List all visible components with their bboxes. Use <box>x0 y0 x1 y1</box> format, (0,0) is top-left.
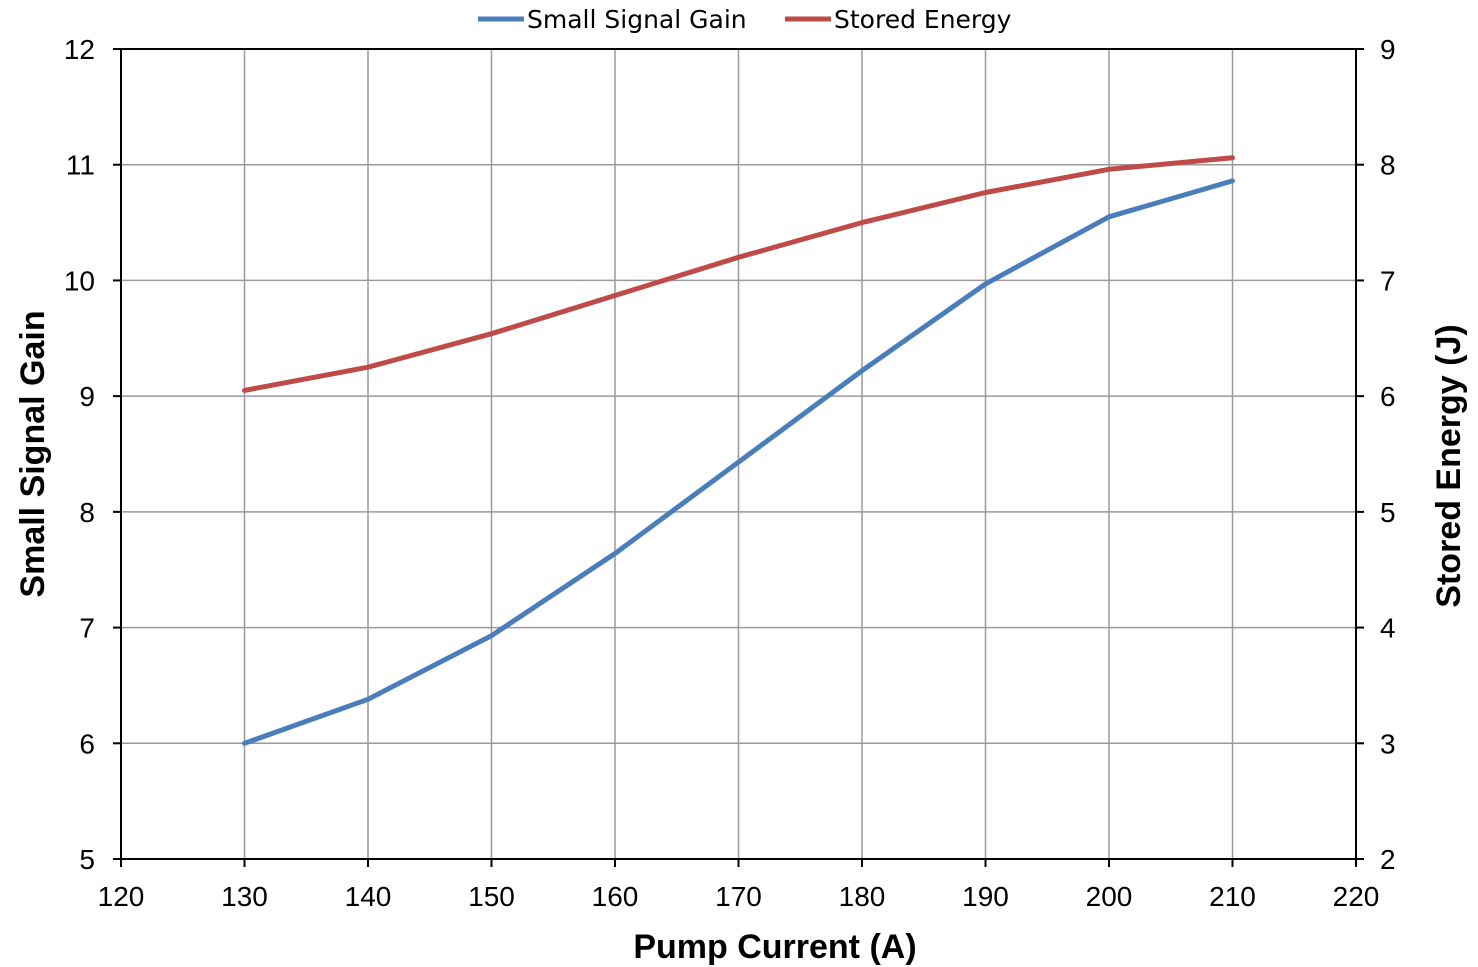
x-tick-label: 200 <box>1086 881 1133 912</box>
y2-tick-label: 2 <box>1380 844 1396 875</box>
x-tick-label: 210 <box>1209 881 1256 912</box>
y-tick-label: 6 <box>79 728 95 759</box>
series-line-stored-energy <box>242 155 1235 393</box>
x-tick-label: 130 <box>221 881 268 912</box>
x-tick-label: 220 <box>1333 881 1380 912</box>
y2-tick-label: 4 <box>1380 613 1396 644</box>
y2-axis-title: Stored Energy (J) <box>1430 324 1468 607</box>
series-lines <box>242 155 1235 746</box>
x-tick-label: 180 <box>839 881 886 912</box>
y2-tick-label: 7 <box>1380 265 1396 296</box>
y-tick-label: 8 <box>79 497 95 528</box>
legend: Small Signal Gain Stored Energy <box>478 5 1012 34</box>
series-line-small-signal-gain <box>242 178 1235 746</box>
grid-lines <box>121 49 1356 859</box>
x-tick-label: 150 <box>468 881 515 912</box>
y2-tick-label: 5 <box>1380 497 1396 528</box>
y2-tick-label: 8 <box>1380 150 1396 181</box>
x-tick-label: 170 <box>715 881 762 912</box>
y-tick-label: 11 <box>66 150 95 181</box>
legend-label-small-signal-gain: Small Signal Gain <box>527 5 747 34</box>
y2-tick-label: 6 <box>1380 381 1396 412</box>
y-axis-tick-labels: 5 6 7 8 9 10 11 12 <box>64 34 95 875</box>
x-tick-label: 160 <box>592 881 639 912</box>
x-tick-label: 140 <box>345 881 392 912</box>
y2-axis-tick-labels: 2 3 4 5 6 7 8 9 <box>1380 34 1396 875</box>
y-tick-label: 12 <box>64 34 95 65</box>
y2-tick-label: 9 <box>1380 34 1396 65</box>
y-tick-label: 9 <box>79 381 95 412</box>
legend-label-stored-energy: Stored Energy <box>834 5 1012 34</box>
x-axis-tick-labels: 120 130 140 150 160 170 180 190 200 210 220 <box>98 881 1380 912</box>
y-tick-label: 7 <box>79 613 95 644</box>
x-tick-label: 120 <box>98 881 145 912</box>
axis-ticks <box>113 48 1364 867</box>
x-tick-label: 190 <box>962 881 1009 912</box>
y-tick-label: 10 <box>64 265 95 296</box>
y2-tick-label: 3 <box>1380 728 1396 759</box>
y-tick-label: 5 <box>79 844 95 875</box>
y-axis-title: Small Signal Gain <box>14 310 52 597</box>
x-axis-title: Pump Current (A) <box>633 928 916 966</box>
